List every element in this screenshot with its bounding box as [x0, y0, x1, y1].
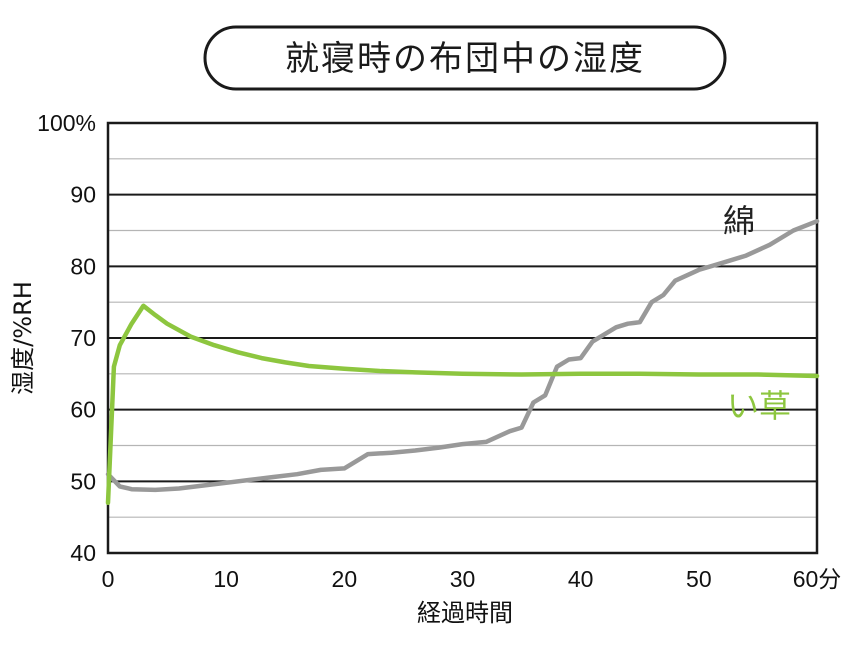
x-tick-label: 0	[102, 566, 115, 592]
x-tick-label: 20	[332, 566, 358, 592]
y-tick-label: 90	[70, 182, 96, 208]
x-axis-title: 経過時間	[417, 599, 513, 627]
x-axis: 0 10 20 30 40 50 60分	[102, 566, 842, 592]
series-line-igusa	[105, 303, 820, 506]
y-axis: 40 50 60 70 80 90 100%	[37, 110, 96, 566]
y-tick-label: 50	[70, 468, 96, 494]
x-tick-label: 50	[686, 566, 712, 592]
series-label-igusa: い草	[727, 387, 791, 425]
y-tick-label: 80	[70, 253, 96, 279]
grid	[108, 158, 817, 518]
x-tick-label: 30	[450, 566, 476, 592]
chart-title-box	[203, 25, 727, 91]
series-lines	[105, 218, 820, 506]
x-tick-label: 40	[568, 566, 594, 592]
series-line-cotton	[105, 218, 820, 493]
y-axis-title: 湿度/%RH	[9, 281, 37, 395]
y-tick-label: 100%	[37, 110, 96, 136]
x-tick-label: 10	[213, 566, 239, 592]
plot-frame	[106, 121, 819, 555]
y-tick-label: 60	[70, 397, 96, 423]
chart-title: 就寝時の布団中の湿度	[285, 39, 645, 79]
series-label-cotton: 綿	[723, 202, 755, 240]
y-tick-label: 40	[70, 540, 96, 566]
y-tick-label: 70	[70, 325, 96, 351]
x-tick-label: 60分	[793, 566, 842, 592]
